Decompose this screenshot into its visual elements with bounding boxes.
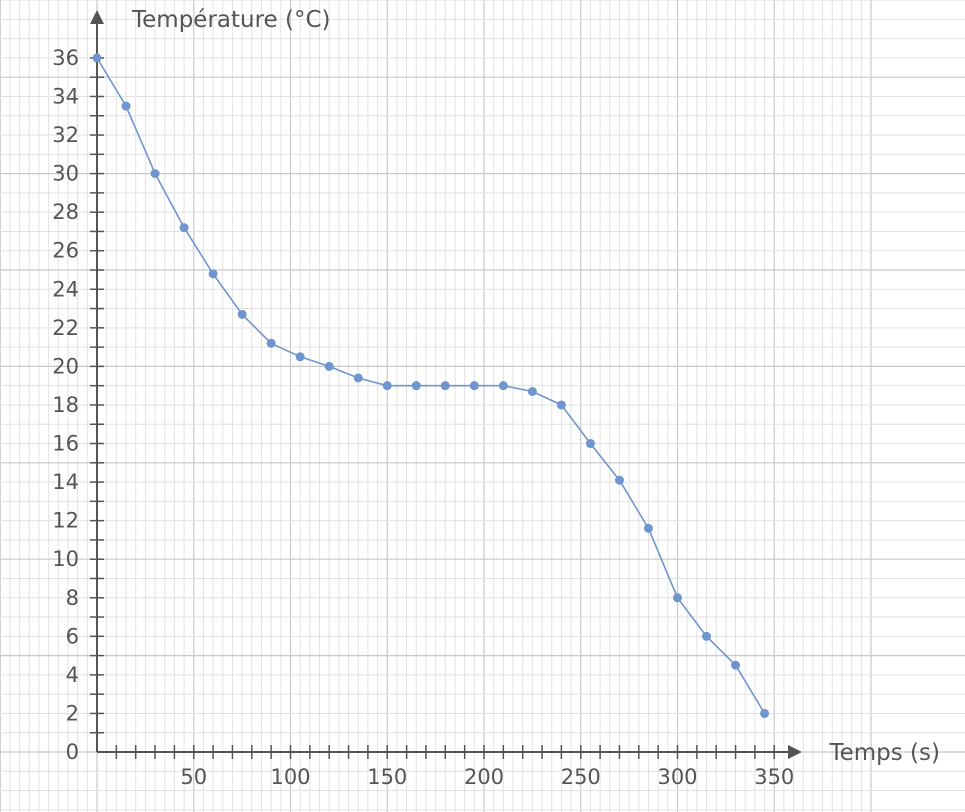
x-tick-label: 250 [561,765,601,789]
y-tick-label: 2 [66,701,79,725]
data-point [208,269,218,279]
y-tick-label: 34 [52,84,79,108]
data-point [237,309,247,319]
data-point [121,101,131,111]
data-point [324,361,334,371]
y-tick-label: 14 [52,470,79,494]
y-tick-label: 22 [52,316,79,340]
y-tick-label: 24 [52,277,79,301]
y-tick-label: 16 [52,432,79,456]
x-tick-label: 50 [180,765,207,789]
x-tick-label: 300 [657,765,697,789]
data-point [556,400,566,410]
data-point [702,631,712,641]
data-point [731,660,741,670]
tick-labels: 50 100 150 200 250 300 35002468101214161820222… [52,46,794,789]
y-tick-label: 18 [52,393,79,417]
tick-marks [90,57,775,759]
data-point [760,708,770,718]
y-tick-label: 12 [52,509,79,533]
data-point [440,381,450,391]
data-point [643,523,653,533]
data-point [266,338,276,348]
data-point [614,475,624,485]
x-tick-label: 200 [464,765,504,789]
data-point [411,381,421,391]
x-axis-arrow-icon [788,745,802,759]
data-point [382,381,392,391]
data-point [179,223,189,233]
data-point [527,386,537,396]
y-tick-label: 30 [52,162,79,186]
data-point [673,593,682,603]
data-point [150,169,160,179]
data-point [92,53,102,63]
y-tick-label: 6 [66,624,79,648]
x-tick-label: 350 [754,765,794,789]
y-tick-label: 36 [52,46,79,70]
data-point [469,381,479,391]
x-tick-label: 100 [270,765,310,789]
y-tick-label: 8 [66,586,79,610]
y-tick-label: 28 [52,200,79,224]
y-tick-label: 20 [52,354,79,378]
x-tick-label: 150 [367,765,407,789]
series-group [92,53,770,718]
data-point [353,373,363,383]
y-axis-title: Température (°C) [131,7,331,33]
x-axis-title: Temps (s) [828,740,940,766]
y-axis-arrow-icon [90,10,104,24]
data-point [498,381,508,391]
y-tick-label: 0 [66,740,79,764]
y-tick-label: 4 [66,663,79,687]
data-point [585,439,595,449]
y-tick-label: 32 [52,123,79,147]
data-point [295,352,305,362]
y-tick-label: 10 [52,547,79,571]
y-tick-label: 26 [52,239,79,263]
series-line [96,57,766,714]
